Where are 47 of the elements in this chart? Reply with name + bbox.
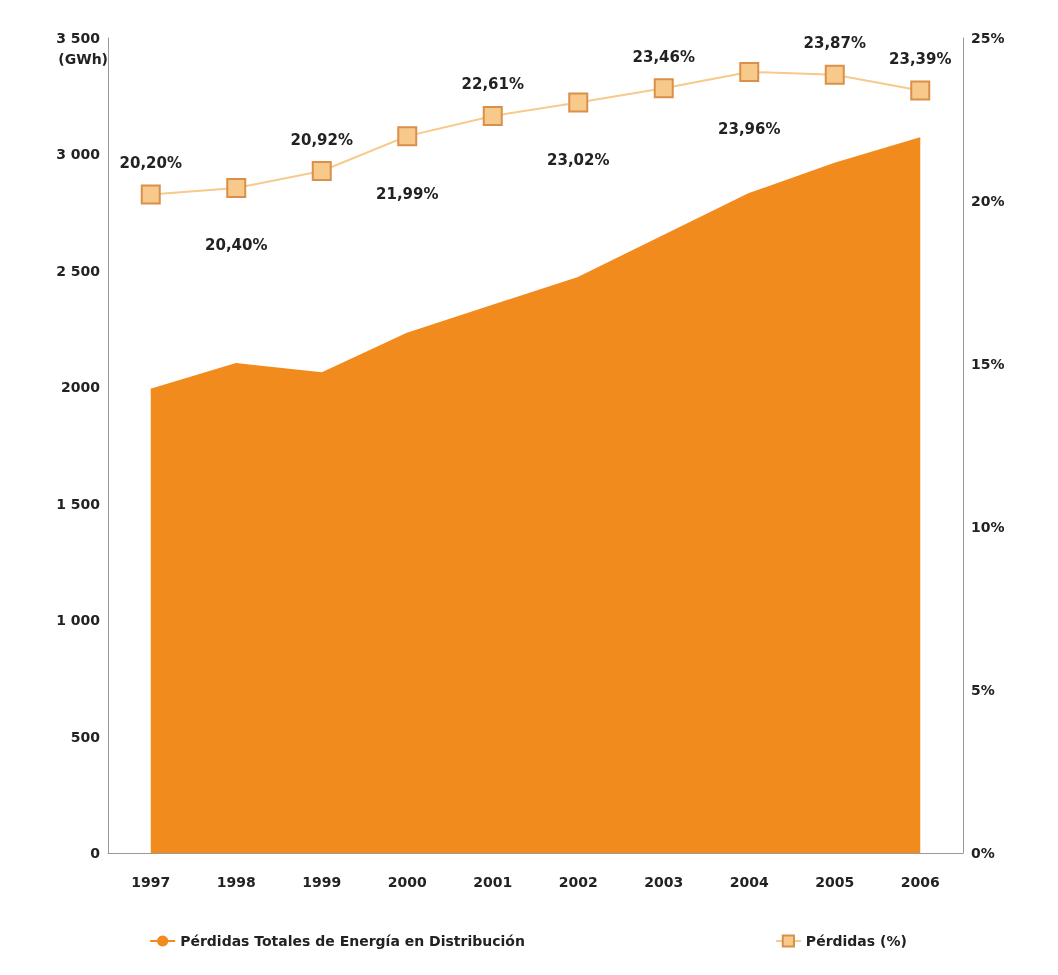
y-tick-label: 3 500 — [56, 30, 101, 46]
x-tick-label: 2004 — [729, 874, 769, 890]
point — [568, 92, 589, 113]
data-label: 22,61% — [461, 75, 524, 94]
x-tick-label: 1998 — [216, 874, 256, 890]
point — [824, 64, 845, 85]
y-tick-label: 1 500 — [56, 495, 101, 512]
x-tick-label: 2005 — [815, 874, 855, 890]
y-tick-label: 0 — [90, 845, 101, 861]
data-label: 23,87% — [803, 34, 866, 53]
y-axis-title: (GWh) — [58, 51, 108, 67]
point — [140, 184, 161, 205]
y2-tick-label: 0% — [971, 845, 995, 861]
y-tick-label: 1 000 — [56, 612, 101, 629]
data-label: 20,92% — [290, 130, 353, 149]
x-tick-label: 2001 — [473, 874, 513, 890]
legend-label: Pérdidas (%) — [805, 933, 907, 949]
y-tick-label: 3 000 — [56, 146, 101, 163]
y2-tick-label: 20% — [971, 193, 1005, 209]
data-label: 20,40% — [205, 236, 268, 255]
data-label: 21,99% — [376, 184, 439, 203]
point — [739, 61, 760, 82]
x-tick-label: 2003 — [644, 874, 684, 890]
y-tick-label: 2000 — [61, 379, 101, 396]
data-label: 23,96% — [718, 120, 781, 139]
data-label: 23,02% — [547, 151, 610, 170]
y2-tick-label: 25% — [971, 30, 1005, 46]
x-tick-label: 1999 — [302, 874, 342, 890]
point — [311, 161, 332, 182]
point — [482, 105, 503, 126]
x-tick-label: 1997 — [131, 874, 171, 890]
x-tick-label: 2006 — [900, 874, 940, 890]
point — [397, 126, 418, 147]
point — [910, 80, 931, 101]
y-tick-label: 2 500 — [56, 262, 101, 279]
point — [226, 177, 247, 198]
legend-label: Pérdidas Totales de Energía en Distribución — [180, 933, 525, 949]
data-label: 23,46% — [632, 47, 695, 66]
point — [653, 78, 674, 99]
x-tick-label: 2002 — [558, 874, 598, 890]
data-label: 23,39% — [889, 49, 952, 68]
y2-tick-label: 5% — [971, 682, 995, 698]
y2-tick-label: 15% — [971, 356, 1005, 372]
y2-tick-label: 10% — [971, 519, 1005, 535]
data-label: 20,20% — [119, 153, 182, 172]
x-tick-label: 2000 — [387, 874, 427, 890]
y-tick-label: 500 — [70, 728, 101, 745]
